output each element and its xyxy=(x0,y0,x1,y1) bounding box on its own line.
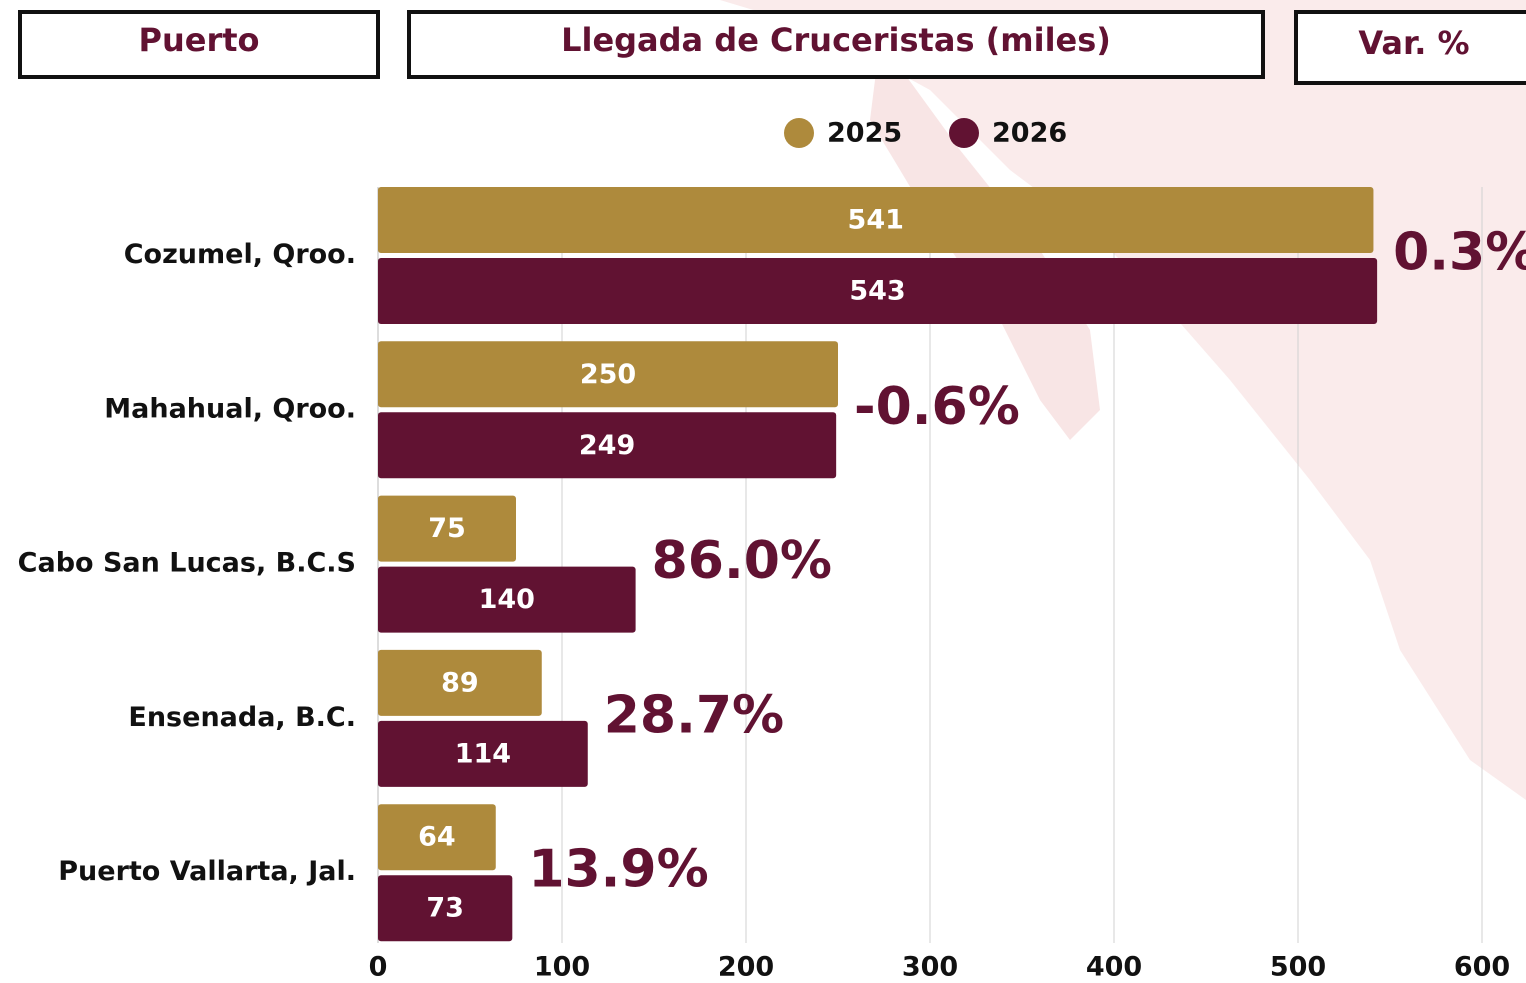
bar xyxy=(378,341,838,408)
bar xyxy=(378,649,542,716)
bar-value-label: 64 xyxy=(418,822,456,853)
y-tick-label: Cozumel, Qroo. xyxy=(124,239,356,270)
variation-label: 86.0% xyxy=(652,531,832,591)
y-tick-label: Cabo San Lucas, B.C.S xyxy=(18,548,356,579)
bar xyxy=(378,804,496,871)
legend-swatch xyxy=(784,118,814,148)
bar-value-label: 250 xyxy=(580,359,636,390)
legend-label: 2025 xyxy=(827,118,902,149)
variation-label: 13.9% xyxy=(528,840,708,900)
bar-value-label: 89 xyxy=(441,667,479,698)
bar-value-label: 73 xyxy=(426,893,464,924)
header-box xyxy=(1294,10,1526,85)
bar xyxy=(378,720,588,787)
header-port: Puerto xyxy=(139,21,260,59)
variation-label: 28.7% xyxy=(604,685,784,745)
y-tick-label: Mahahual, Qroo. xyxy=(104,393,356,424)
bar xyxy=(378,412,837,479)
y-tick-label: Puerto Vallarta, Jal. xyxy=(58,856,356,887)
legend-label: 2026 xyxy=(992,118,1067,149)
bar xyxy=(378,875,513,942)
variation-label: -0.6% xyxy=(854,377,1020,437)
variation-label: 0.3% xyxy=(1393,223,1526,283)
x-tick-label: 200 xyxy=(718,952,774,983)
bar xyxy=(378,566,636,633)
chart-title: Llegada de Cruceristas (miles) xyxy=(561,21,1111,59)
bar-value-label: 114 xyxy=(455,738,511,769)
x-tick-label: 300 xyxy=(902,952,958,983)
header-var: Var. % xyxy=(1358,24,1469,62)
y-tick-label: Ensenada, B.C. xyxy=(128,702,356,733)
x-tick-label: 500 xyxy=(1270,952,1326,983)
bar-value-label: 541 xyxy=(848,205,904,236)
header-box xyxy=(18,10,380,79)
x-tick-label: 100 xyxy=(534,952,590,983)
bar-value-label: 140 xyxy=(479,584,535,615)
bar-value-label: 543 xyxy=(849,276,905,307)
bar xyxy=(378,187,1374,253)
bar xyxy=(378,258,1378,324)
legend-swatch xyxy=(949,118,979,148)
bar xyxy=(378,495,516,562)
bar-value-label: 249 xyxy=(579,430,635,461)
x-tick-label: 600 xyxy=(1454,952,1510,983)
x-tick-label: 0 xyxy=(369,952,388,983)
header-box xyxy=(407,10,1265,79)
x-tick-label: 400 xyxy=(1086,952,1142,983)
bar-value-label: 75 xyxy=(428,513,466,544)
